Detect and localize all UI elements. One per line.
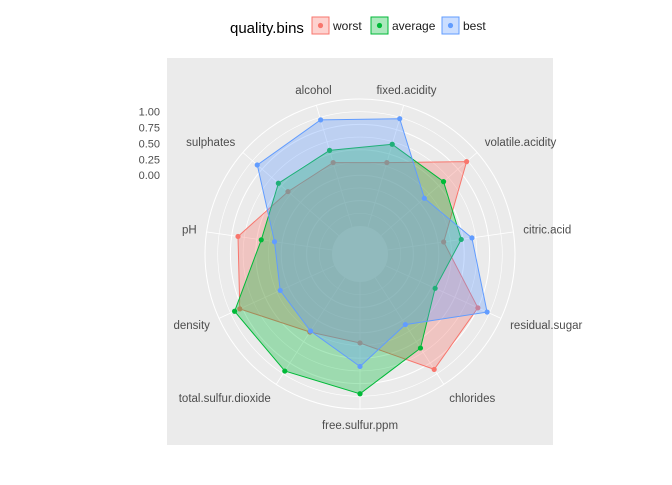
legend-label-average: average [392,19,436,33]
grid-spoke [385,265,502,319]
series-area-worst [237,161,479,370]
data-point-average-chlorides [417,345,424,351]
legend-label-worst: worst [332,19,362,33]
grid-spoke [315,105,353,228]
data-point-best-chlorides [402,321,408,328]
legend-key-dot-worst [317,22,324,29]
data-point-worst-residual.sugar [475,305,481,311]
axis-label-free.sulfur.ppm: free.sulfur.ppm [322,420,398,432]
data-point-worst-volatile.acidity [463,159,470,165]
data-point-worst-pH [235,233,241,240]
data-point-worst-citric.acid [441,239,447,245]
grid-center-hole [332,226,388,282]
axis-label-alcohol: alcohol [295,85,331,97]
data-point-average-fixed.acidity [389,141,395,147]
series-area-best [256,118,488,368]
data-point-best-density [277,287,283,294]
data-point-average-volatile.acidity [440,179,447,185]
data-point-worst-chlorides [431,366,437,373]
data-point-average-residual.sugar [432,285,438,291]
data-point-average-sulphates [275,180,281,186]
series-worst [235,159,481,373]
data-point-average-pH [258,237,264,243]
data-point-average-free.sulfur.ppm [357,391,363,397]
series-average [232,141,464,397]
radial-grid [204,98,516,410]
axis-label-density: density [173,320,210,332]
data-point-average-total.sulfur.dioxide [282,368,288,374]
series-best [254,116,490,370]
data-point-average-density [232,308,238,314]
radial-tick-label: 1.00 [139,107,160,119]
axis-label-volatile.acidity: volatile.acidity [485,137,557,149]
radial-tick-labels: 0.00 0.25 0.50 0.75 1.00 [139,107,160,183]
legend-label-best: best [463,19,486,33]
data-point-best-free.sulfur.ppm [357,363,363,370]
axis-label-fixed.acidity: fixed.acidity [376,85,436,97]
radial-tick-label: 0.50 [139,138,160,150]
grid-spoke [374,277,445,385]
grid-spoke [206,231,333,251]
grid-spoke [367,105,405,228]
data-point-average-alcohol [326,147,333,153]
series-area-average [234,143,462,395]
data-point-best-alcohol [318,117,324,123]
series-layer [232,116,490,397]
axis-labels: fixed.acidity volatile.acidity citric.acid… [173,85,582,432]
axis-label-total.sulfur.dioxide: total.sulfur.dioxide [179,393,271,405]
data-point-worst-sulphates [285,188,291,195]
radial-tick-label: 0.25 [139,154,160,166]
data-point-best-volatile.acidity [421,195,427,201]
legend: quality.bins worst average best [230,16,486,37]
radial-tick-label: 0.00 [139,170,160,182]
data-point-best-total.sulfur.dioxide [307,328,314,334]
axis-label-residual.sugar: residual.sugar [510,320,582,332]
data-point-best-pH [271,239,278,245]
axis-label-pH: pH [182,225,197,237]
data-point-best-citric.acid [469,235,475,241]
axis-label-sulphates: sulphates [186,137,235,149]
legend-key-dot-average [376,22,383,29]
data-point-worst-density [237,306,243,312]
data-point-worst-free.sulfur.ppm [357,340,363,346]
data-point-best-fixed.acidity [397,116,403,122]
data-point-best-sulphates [254,162,260,168]
axis-label-chlorides: chlorides [449,393,495,405]
grid-spoke [387,231,514,251]
data-point-best-residual.sugar [484,309,490,315]
radial-tick-label: 0.75 [139,123,160,135]
legend-title: quality.bins [230,20,304,37]
axis-label-citric.acid: citric.acid [523,225,571,237]
legend-key-dot-best [447,22,454,29]
data-point-worst-fixed.acidity [384,159,390,166]
data-point-average-citric.acid [458,236,464,243]
grid-spoke [380,152,478,236]
data-point-worst-alcohol [330,159,336,166]
